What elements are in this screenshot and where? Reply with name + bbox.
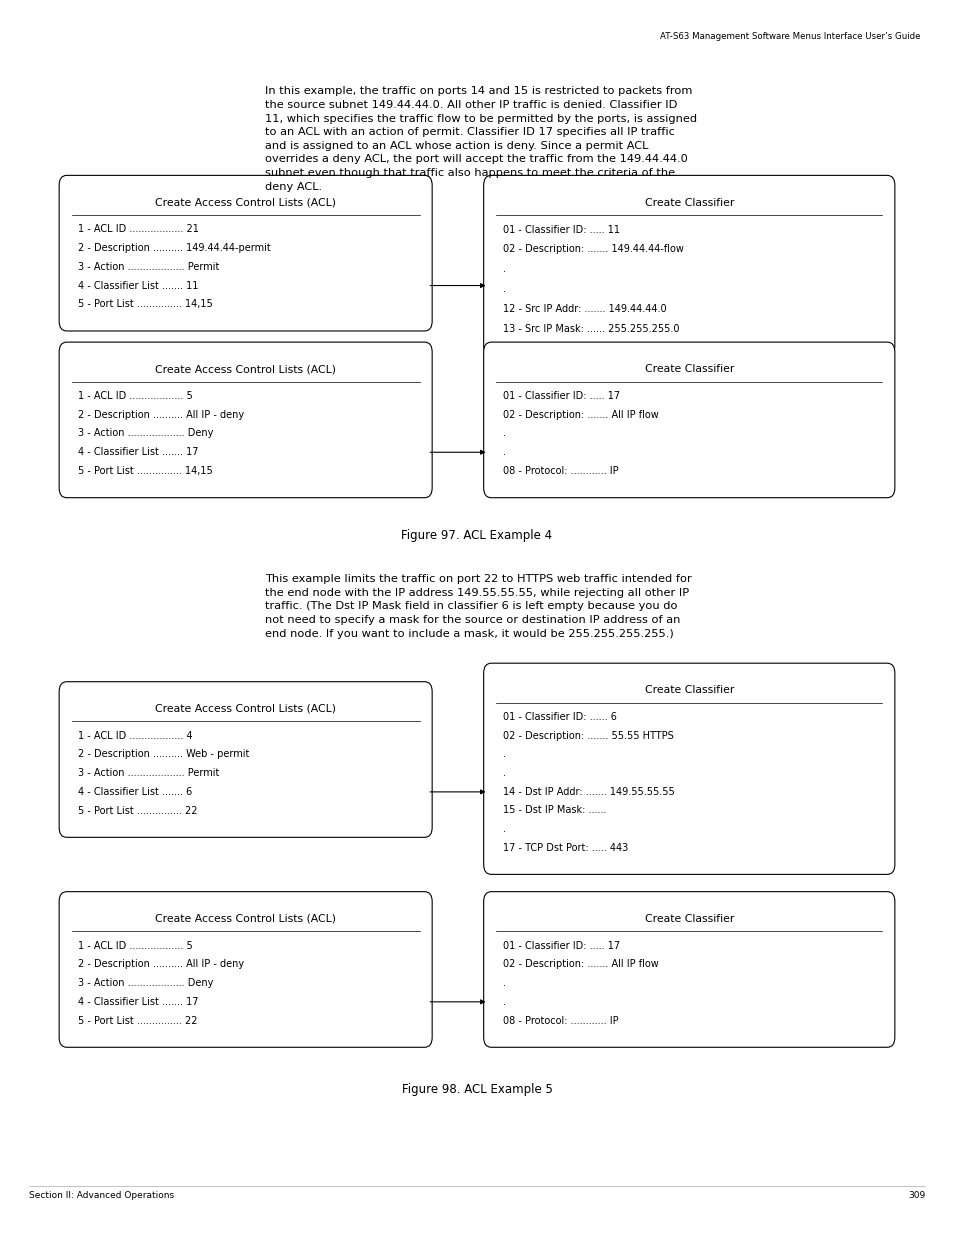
Text: 17 - TCP Dst Port: ..... 443: 17 - TCP Dst Port: ..... 443: [502, 842, 627, 852]
Text: 309: 309: [907, 1191, 924, 1199]
Text: 4 - Classifier List ....... 6: 4 - Classifier List ....... 6: [78, 787, 193, 797]
Text: .: .: [502, 284, 505, 294]
Text: 3 - Action ................... Deny: 3 - Action ................... Deny: [78, 429, 213, 438]
Text: 5 - Port List ............... 14,15: 5 - Port List ............... 14,15: [78, 299, 213, 309]
Text: 5 - Port List ............... 14,15: 5 - Port List ............... 14,15: [78, 466, 213, 475]
Text: 1 - ACL ID .................. 21: 1 - ACL ID .................. 21: [78, 225, 199, 235]
Text: Create Access Control Lists (ACL): Create Access Control Lists (ACL): [155, 704, 335, 714]
Text: 15 - Dst IP Mask: ......: 15 - Dst IP Mask: ......: [502, 805, 605, 815]
Text: .: .: [502, 264, 505, 274]
Text: .: .: [502, 768, 505, 778]
Text: 02 - Description: ....... All IP flow: 02 - Description: ....... All IP flow: [502, 960, 658, 969]
Text: 4 - Classifier List ....... 17: 4 - Classifier List ....... 17: [78, 997, 198, 1007]
FancyBboxPatch shape: [59, 175, 432, 331]
Text: .: .: [502, 429, 505, 438]
Text: Create Classifier: Create Classifier: [644, 685, 733, 695]
FancyBboxPatch shape: [59, 682, 432, 837]
Text: 3 - Action ................... Permit: 3 - Action ................... Permit: [78, 262, 219, 272]
Text: 2 - Description .......... All IP - deny: 2 - Description .......... All IP - deny: [78, 960, 244, 969]
FancyBboxPatch shape: [483, 342, 894, 498]
Text: 5 - Port List ............... 22: 5 - Port List ............... 22: [78, 1015, 197, 1025]
Text: Create Classifier: Create Classifier: [644, 364, 733, 374]
Text: 01 - Classifier ID: ...... 6: 01 - Classifier ID: ...... 6: [502, 713, 616, 722]
FancyBboxPatch shape: [59, 892, 432, 1047]
Text: 1 - ACL ID .................. 5: 1 - ACL ID .................. 5: [78, 941, 193, 951]
FancyBboxPatch shape: [483, 175, 894, 356]
Text: 08 - Protocol: ............ IP: 08 - Protocol: ............ IP: [502, 466, 618, 475]
Text: Create Access Control Lists (ACL): Create Access Control Lists (ACL): [155, 914, 335, 924]
Text: 14 - Dst IP Addr: ....... 149.55.55.55: 14 - Dst IP Addr: ....... 149.55.55.55: [502, 787, 674, 797]
Text: 13 - Src IP Mask: ...... 255.255.255.0: 13 - Src IP Mask: ...... 255.255.255.0: [502, 324, 679, 333]
Text: 2 - Description .......... All IP - deny: 2 - Description .......... All IP - deny: [78, 410, 244, 420]
Text: 01 - Classifier ID: ..... 11: 01 - Classifier ID: ..... 11: [502, 225, 619, 235]
Text: 1 - ACL ID .................. 4: 1 - ACL ID .................. 4: [78, 731, 193, 741]
Text: AT-S63 Management Software Menus Interface User’s Guide: AT-S63 Management Software Menus Interfa…: [659, 32, 920, 41]
Text: Create Classifier: Create Classifier: [644, 914, 733, 924]
Text: 02 - Description: ....... 55.55 HTTPS: 02 - Description: ....... 55.55 HTTPS: [502, 731, 673, 741]
Text: Figure 98. ACL Example 5: Figure 98. ACL Example 5: [401, 1083, 552, 1097]
Text: In this example, the traffic on ports 14 and 15 is restricted to packets from
th: In this example, the traffic on ports 14…: [265, 86, 697, 191]
Text: Create Access Control Lists (ACL): Create Access Control Lists (ACL): [155, 198, 335, 207]
Text: .: .: [502, 447, 505, 457]
Text: This example limits the traffic on port 22 to HTTPS web traffic intended for
the: This example limits the traffic on port …: [265, 574, 691, 638]
Text: 01 - Classifier ID: ..... 17: 01 - Classifier ID: ..... 17: [502, 941, 619, 951]
Text: 4 - Classifier List ....... 17: 4 - Classifier List ....... 17: [78, 447, 198, 457]
Text: 08 - Protocol: ............ IP: 08 - Protocol: ............ IP: [502, 1015, 618, 1025]
Text: 02 - Description: ....... 149.44.44-flow: 02 - Description: ....... 149.44.44-flow: [502, 245, 683, 254]
Text: Create Access Control Lists (ACL): Create Access Control Lists (ACL): [155, 364, 335, 374]
FancyBboxPatch shape: [59, 342, 432, 498]
Text: 4 - Classifier List ....... 11: 4 - Classifier List ....... 11: [78, 280, 198, 290]
Text: 1 - ACL ID .................. 5: 1 - ACL ID .................. 5: [78, 391, 193, 401]
Text: 2 - Description .......... 149.44.44-permit: 2 - Description .......... 149.44.44-per…: [78, 243, 271, 253]
Text: 3 - Action ................... Permit: 3 - Action ................... Permit: [78, 768, 219, 778]
Text: .: .: [502, 824, 505, 834]
Text: 3 - Action ................... Deny: 3 - Action ................... Deny: [78, 978, 213, 988]
Text: Figure 97. ACL Example 4: Figure 97. ACL Example 4: [401, 529, 552, 542]
Text: 02 - Description: ....... All IP flow: 02 - Description: ....... All IP flow: [502, 410, 658, 420]
Text: 01 - Classifier ID: ..... 17: 01 - Classifier ID: ..... 17: [502, 391, 619, 401]
Text: 2 - Description .......... Web - permit: 2 - Description .......... Web - permit: [78, 750, 250, 760]
FancyBboxPatch shape: [483, 892, 894, 1047]
Text: .: .: [502, 997, 505, 1007]
Text: 12 - Src IP Addr: ....... 149.44.44.0: 12 - Src IP Addr: ....... 149.44.44.0: [502, 304, 666, 314]
Text: Section II: Advanced Operations: Section II: Advanced Operations: [29, 1191, 173, 1199]
Text: Create Classifier: Create Classifier: [644, 198, 733, 207]
Text: 5 - Port List ............... 22: 5 - Port List ............... 22: [78, 805, 197, 815]
Text: .: .: [502, 978, 505, 988]
FancyBboxPatch shape: [483, 663, 894, 874]
Text: .: .: [502, 750, 505, 760]
